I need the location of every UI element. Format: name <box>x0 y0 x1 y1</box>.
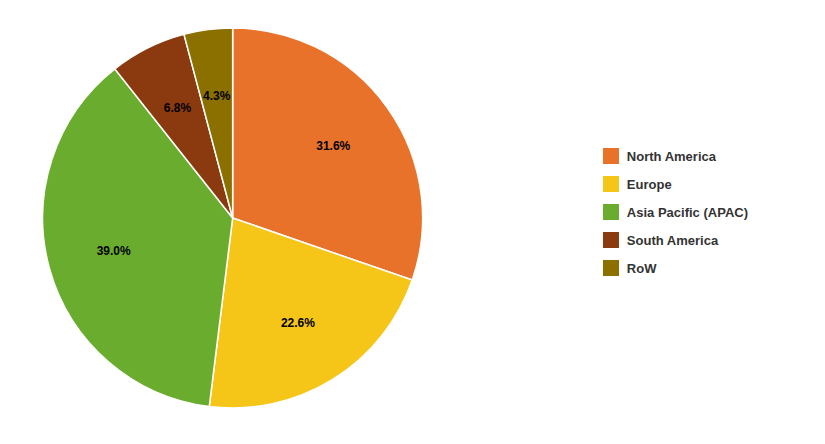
html-text:Asia Pacific (APAC): Asia Pacific (APAC) <box>626 204 748 220</box>
svg-text:31.6%: 31.6% <box>316 139 350 153</box>
svg-text:22.6%: 22.6% <box>281 316 315 330</box>
html-text:RoW: RoW <box>626 260 657 276</box>
svg-text:4.3%: 4.3% <box>203 89 231 103</box>
html-text:North America: North America <box>626 148 716 164</box>
html-text:Europe: Europe <box>626 176 672 192</box>
svg-text:6.8%: 6.8% <box>164 101 192 115</box>
svg-text:39.0%: 39.0% <box>97 244 131 258</box>
html-text:South America: South America <box>626 232 719 248</box>
